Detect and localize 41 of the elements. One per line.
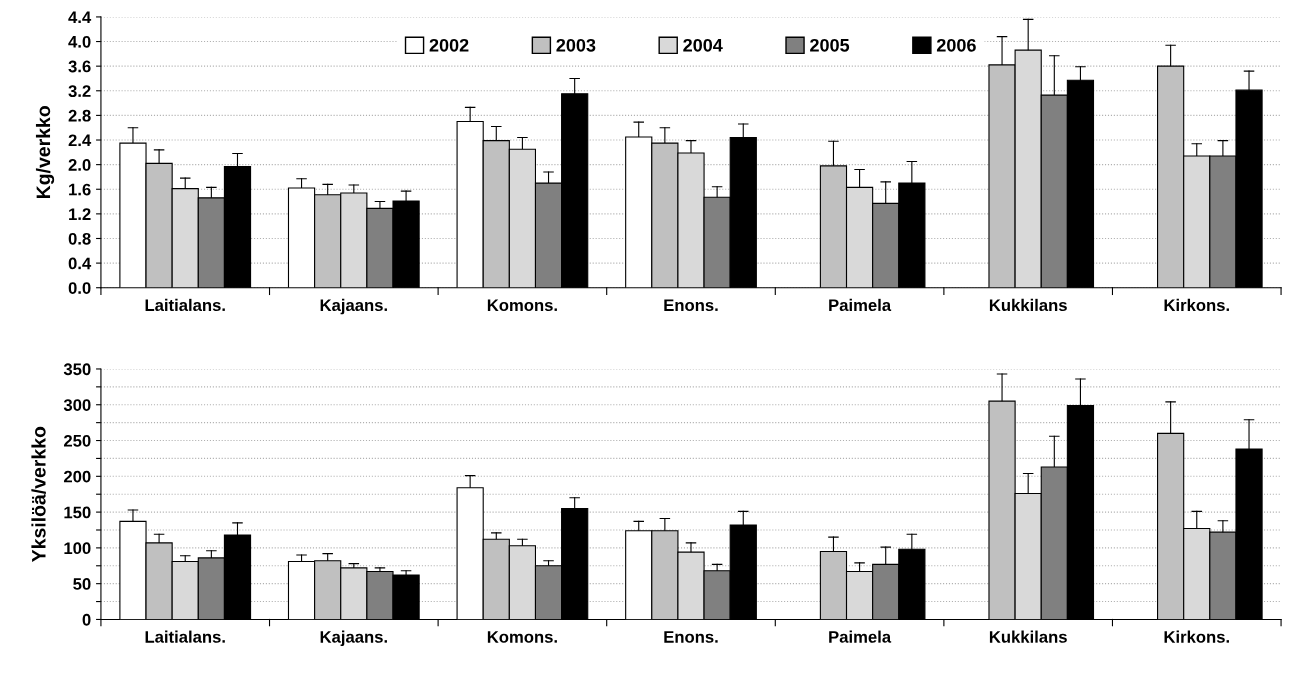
x-tick-label: Kirkons. — [1164, 298, 1229, 312]
y-tick-label: 2.4 — [68, 134, 92, 147]
y-tick-label: 3.6 — [68, 60, 91, 73]
y-tick-label: 3.2 — [68, 85, 91, 98]
x-tick-label: Kirkons. — [1164, 630, 1229, 643]
y-tick-label: 2.0 — [68, 159, 91, 171]
y-axis-title: Yksilöä/verkko — [31, 426, 46, 562]
x-tick-label: Kukkilans — [989, 298, 1067, 312]
y-tick-label: 1.2 — [69, 208, 91, 220]
legend-label: 2002 — [429, 38, 469, 52]
y-tick-label: 4.4 — [68, 11, 92, 23]
y-tick-label: 4.0 — [68, 35, 91, 48]
y-tick-label: 350 — [63, 363, 91, 376]
y-tick-label: 200 — [63, 470, 91, 483]
y-tick-label: 300 — [63, 399, 91, 411]
y-tick-label: 2.8 — [68, 109, 91, 122]
y-tick-label: 0.0 — [68, 282, 91, 294]
x-tick-label: Kukkilans — [989, 630, 1067, 643]
x-tick-label: Enons. — [664, 299, 718, 312]
y-tick-label: 1.6 — [69, 183, 91, 196]
x-tick-label: Komons. — [487, 299, 557, 312]
y-axis-title: Kg/verkko — [35, 106, 55, 199]
x-tick-label: Enons. — [664, 631, 718, 643]
y-tick-label: 150 — [64, 506, 91, 519]
legend-label: 2005 — [810, 38, 850, 52]
legend-label: 2006 — [936, 38, 976, 52]
x-tick-label: Laitialans. — [145, 630, 225, 643]
x-tick-label: Paimela — [829, 298, 892, 312]
legend-label: 2004 — [683, 38, 723, 52]
y-tick-label: 0.8 — [68, 232, 91, 245]
y-tick-label: 250 — [63, 434, 91, 447]
x-tick-label: Kajaans. — [320, 298, 387, 315]
y-tick-label: 50 — [73, 578, 91, 590]
y-tick-label: 100 — [64, 542, 91, 555]
x-tick-label: Paimela — [829, 630, 892, 643]
legend-label: 2003 — [556, 38, 596, 52]
x-tick-label: Kajaans. — [320, 630, 387, 647]
y-tick-label: 0 — [82, 613, 91, 626]
y-tick-label: 0.4 — [68, 257, 92, 270]
x-tick-label: Laitialans. — [145, 298, 225, 312]
x-tick-label: Komons. — [487, 631, 557, 643]
